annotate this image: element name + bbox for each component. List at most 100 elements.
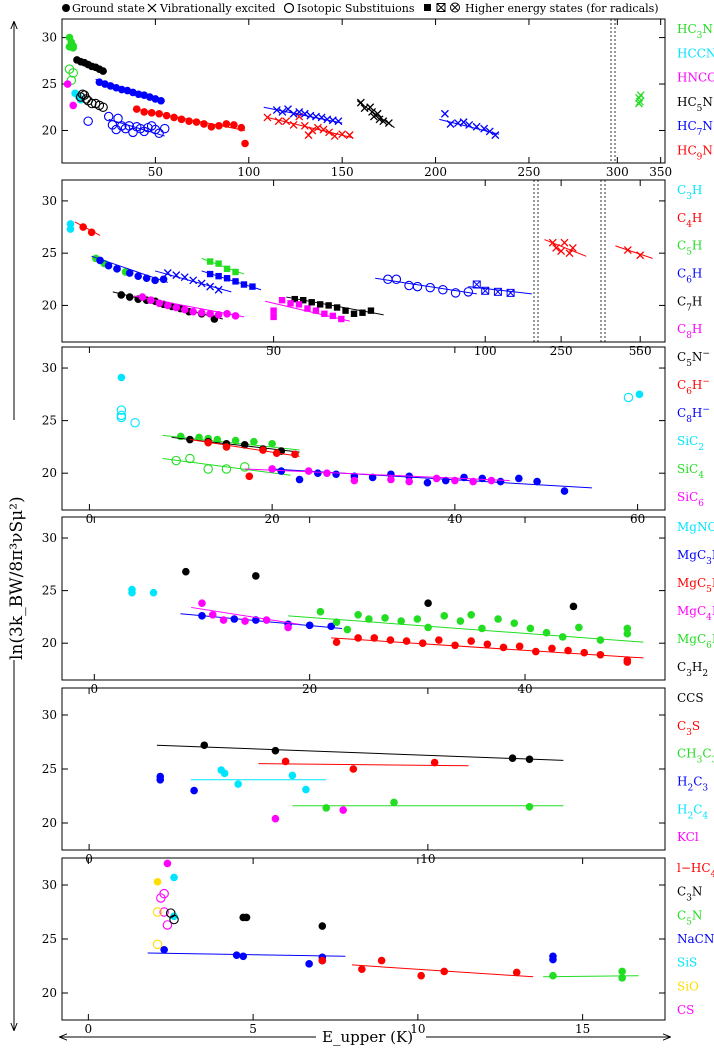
data-point bbox=[430, 758, 439, 767]
species-label-C7H: C7H bbox=[677, 294, 702, 313]
data-point bbox=[354, 634, 362, 642]
panel-2: 20 25 30 50 100 250 550 C3H C4H C5H C6H C7H C8H bbox=[42, 179, 702, 358]
panel-frame bbox=[61, 857, 666, 1021]
data-point bbox=[512, 968, 521, 977]
data-point bbox=[469, 477, 477, 486]
fit-line bbox=[288, 615, 644, 643]
data-point bbox=[510, 619, 519, 628]
series-C5H bbox=[201, 257, 245, 276]
fit-line bbox=[244, 468, 510, 482]
series-C5N bbox=[543, 967, 639, 982]
series-HC5N bbox=[75, 89, 108, 113]
series-C6H bbox=[468, 280, 532, 297]
data-point bbox=[491, 131, 500, 140]
data-point bbox=[172, 303, 181, 312]
data-point bbox=[343, 625, 352, 634]
y-tick-label: 30 bbox=[42, 878, 57, 892]
data-point bbox=[289, 120, 298, 129]
data-point bbox=[204, 438, 212, 447]
panel-1: 20 25 30 50 100 150 200 250 300 350 HC3N HCCNC HNCCC… bbox=[42, 18, 714, 179]
data-point bbox=[526, 624, 535, 633]
data-point bbox=[332, 618, 341, 626]
species-label-MgC4H: MgC4H bbox=[677, 604, 714, 623]
data-point bbox=[125, 293, 134, 301]
data-point bbox=[99, 67, 107, 75]
x-tick-label: 100 bbox=[237, 165, 260, 179]
data-point bbox=[425, 282, 435, 293]
data-point bbox=[365, 615, 373, 623]
data-point bbox=[230, 121, 238, 129]
species-label-CH3C3N: CH3C3N bbox=[677, 747, 714, 766]
data-point bbox=[494, 615, 502, 623]
data-point bbox=[487, 476, 496, 485]
data-point bbox=[134, 90, 143, 99]
data-point bbox=[288, 771, 297, 780]
data-point bbox=[282, 117, 291, 126]
species-label-CS: CS bbox=[677, 1003, 694, 1017]
y-tick-label: 20 bbox=[42, 816, 57, 830]
data-point bbox=[350, 476, 359, 485]
x-tick-label: 50 bbox=[148, 165, 163, 179]
data-point bbox=[231, 312, 240, 320]
panel-frame bbox=[61, 516, 666, 681]
series-H2C4 bbox=[190, 766, 327, 794]
data-point bbox=[206, 270, 214, 278]
y-tick-label: 25 bbox=[42, 246, 57, 260]
data-point bbox=[463, 287, 474, 297]
data-point bbox=[250, 437, 258, 446]
x-tick-label: 40 bbox=[447, 512, 462, 526]
data-point bbox=[467, 611, 475, 619]
series-MgC3N bbox=[180, 612, 343, 631]
series-C3H2 bbox=[182, 567, 578, 611]
y-tick-label: 20 bbox=[42, 123, 57, 137]
species-label-SiC4: SiC4 bbox=[677, 462, 704, 481]
data-point bbox=[104, 261, 113, 270]
data-point bbox=[163, 859, 172, 868]
data-point bbox=[370, 634, 379, 642]
data-point bbox=[241, 617, 249, 625]
data-point bbox=[200, 120, 208, 128]
legend-iso: Isotopic Substituions bbox=[297, 2, 415, 15]
fit-line bbox=[156, 744, 564, 761]
data-point bbox=[342, 307, 349, 314]
series-MgC4H bbox=[191, 599, 299, 632]
data-point bbox=[214, 285, 223, 294]
data-point bbox=[568, 243, 577, 252]
series-HC5N bbox=[356, 98, 395, 129]
data-point bbox=[438, 284, 448, 295]
x-tick-label: 10 bbox=[410, 1022, 425, 1036]
data-point bbox=[381, 614, 389, 622]
panel-frame bbox=[61, 346, 666, 511]
species-label-HC9N: HC9N bbox=[677, 144, 713, 163]
y-tick-label: 20 bbox=[42, 298, 57, 312]
species-label-MgNC: MgNC bbox=[677, 520, 714, 534]
panel-frame bbox=[61, 687, 666, 851]
data-point bbox=[478, 474, 487, 483]
series-C7H bbox=[286, 295, 384, 317]
data-point bbox=[223, 275, 231, 282]
data-point bbox=[222, 443, 231, 451]
y-axis-label: ln(3k_BW/8π³νSμ²) bbox=[7, 496, 27, 660]
data-point bbox=[460, 473, 468, 482]
data-point bbox=[304, 305, 311, 312]
data-point bbox=[418, 639, 427, 647]
data-point bbox=[116, 410, 127, 421]
data-point bbox=[349, 765, 358, 773]
data-point bbox=[66, 225, 75, 233]
data-point bbox=[332, 638, 341, 646]
data-point bbox=[618, 967, 626, 976]
data-point bbox=[623, 624, 632, 633]
series-SiC4 bbox=[162, 453, 291, 476]
data-point bbox=[373, 109, 382, 118]
data-point bbox=[446, 120, 455, 128]
data-point bbox=[197, 308, 206, 317]
data-point bbox=[262, 616, 271, 624]
series-C8H bbox=[265, 296, 350, 323]
series-SiC6 bbox=[244, 465, 510, 486]
data-point bbox=[241, 139, 249, 148]
data-point bbox=[481, 286, 490, 295]
data-point bbox=[164, 301, 172, 310]
data-point bbox=[231, 436, 240, 445]
data-point bbox=[623, 392, 634, 403]
data-point bbox=[305, 960, 313, 968]
